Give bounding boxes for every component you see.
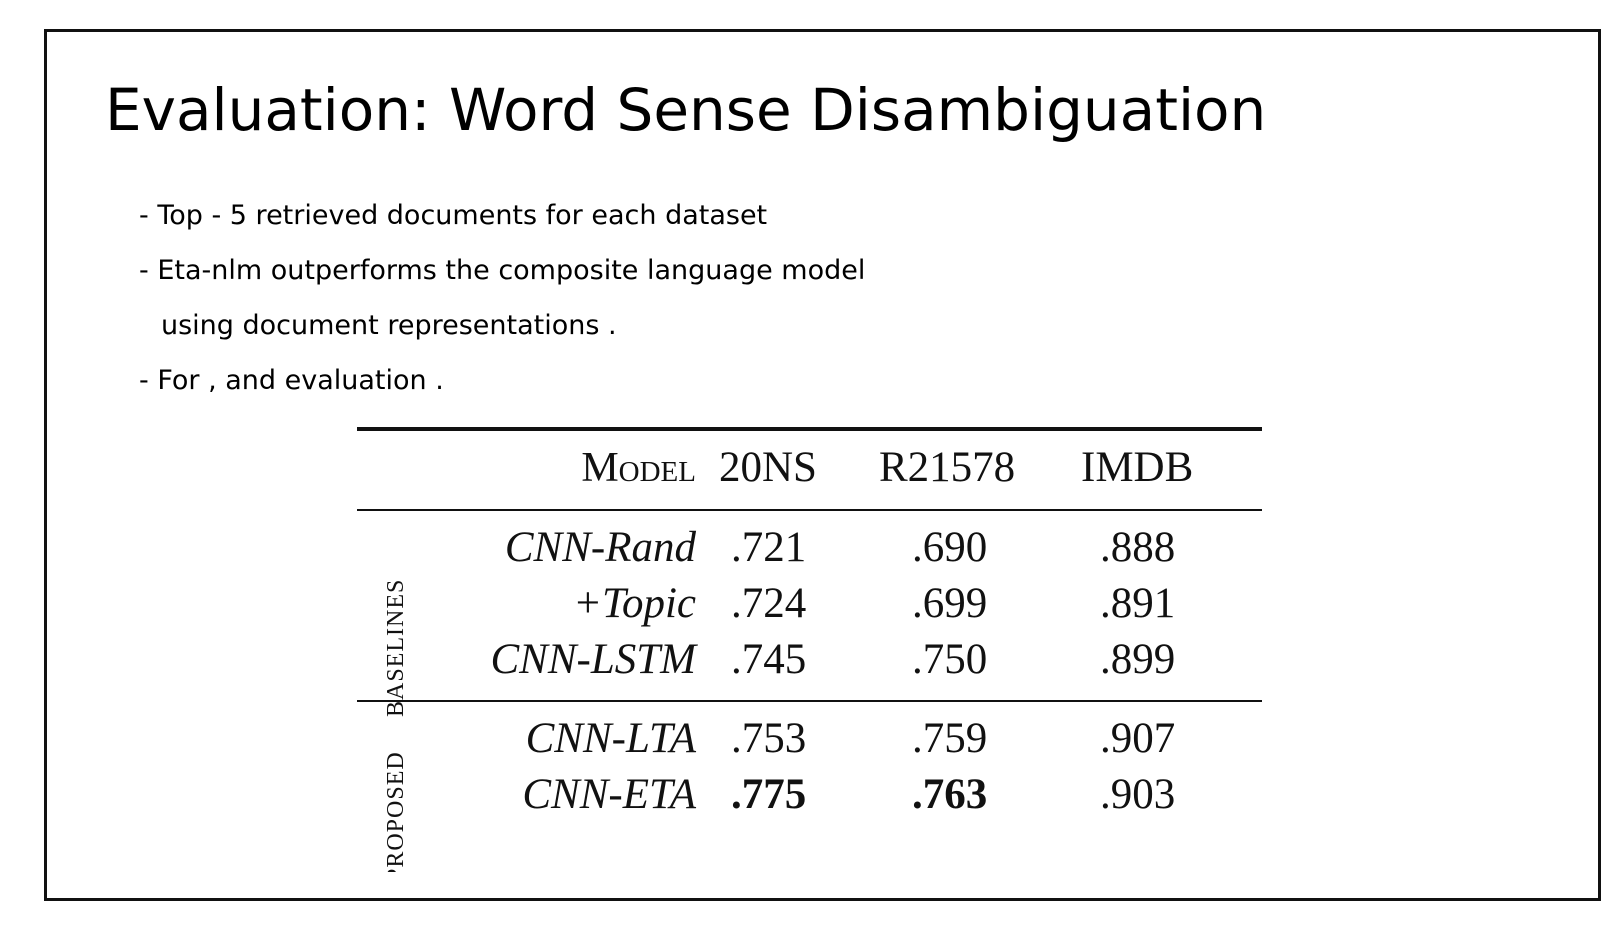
score-cell: .724 [731, 580, 807, 627]
score-cell: .888 [1100, 524, 1176, 571]
table-header-rule [357, 509, 1262, 511]
bullet-item-continuation: using document representations . [161, 310, 617, 341]
score-cell: .750 [912, 636, 988, 683]
model-name: +Topic [572, 580, 696, 627]
bullet-item: - Top - 5 retrieved documents for each d… [139, 200, 768, 231]
slide-title: Evaluation: Word Sense Disambiguation [105, 76, 1267, 144]
table-top-rule [357, 427, 1262, 431]
score-cell: .721 [731, 524, 807, 571]
slide-frame: Evaluation: Word Sense Disambiguation - … [44, 29, 1601, 901]
model-name: CNN-LTA [525, 715, 696, 762]
header-imdb: IMDB [1081, 444, 1194, 491]
score-cell: .753 [731, 715, 807, 762]
model-name: CNN-ETA [522, 771, 696, 818]
score-cell-best: .763 [912, 771, 988, 818]
score-cell: .699 [912, 580, 988, 627]
results-table: Model 20NS R21578 IMDB BASELINES CNN-Ran… [357, 427, 1262, 872]
group-label-proposed: PROPOSED [383, 751, 409, 872]
header-model: Model [581, 445, 696, 491]
group-label-baselines: BASELINES [383, 578, 409, 717]
model-name: CNN-LSTM [490, 636, 696, 683]
score-cell: .903 [1100, 771, 1176, 818]
score-cell: .907 [1100, 715, 1176, 762]
score-cell: .690 [912, 524, 988, 571]
score-cell: .745 [731, 636, 807, 683]
table-group-rule [357, 700, 1262, 702]
model-name: CNN-Rand [504, 524, 696, 571]
header-r21578: R21578 [879, 444, 1016, 491]
bullet-item: - For , and evaluation . [139, 365, 444, 396]
header-20ns: 20NS [719, 444, 817, 491]
score-cell: .759 [912, 715, 988, 762]
bullet-item: - Eta-nlm outperforms the composite lang… [139, 255, 866, 286]
score-cell-best: .775 [731, 771, 807, 818]
score-cell: .899 [1100, 636, 1176, 683]
score-cell: .891 [1100, 580, 1176, 627]
